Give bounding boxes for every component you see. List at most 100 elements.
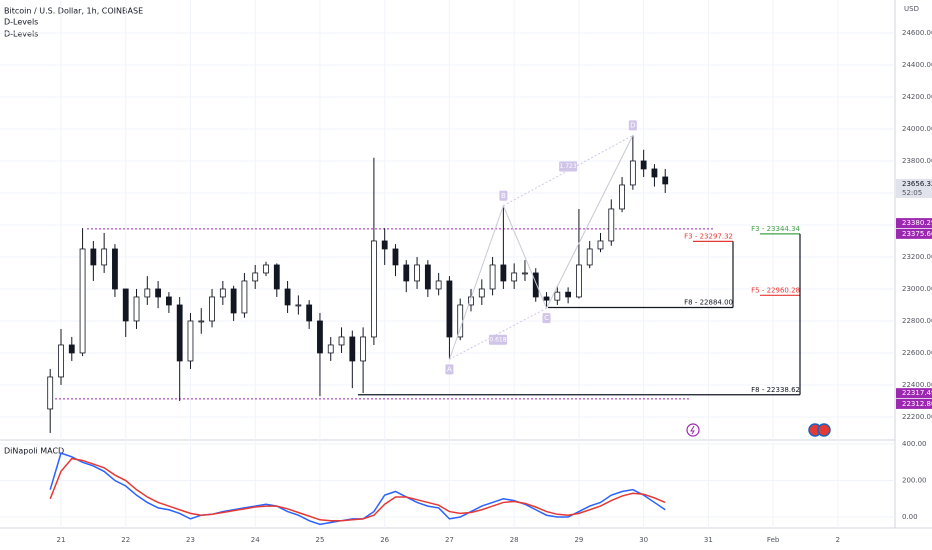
fib-label: F3 - 23297.32 [684,232,733,240]
candle-body [58,344,64,378]
price-label: 22317.49 [902,389,932,397]
candle-body [403,264,410,282]
event-flags[interactable] [808,423,831,437]
candle-body [68,344,75,354]
y-tick-label: 23000.00 [902,285,932,293]
candle-body [133,296,140,322]
candle-body [79,248,86,354]
candle-body [478,288,485,298]
x-tick-label: 31 [704,536,713,544]
flash-icon[interactable] [686,423,700,437]
x-tick-label: 21 [57,536,66,544]
candle-body [90,248,97,266]
price-label-box [896,218,932,229]
x-tick-label: 2 [836,536,840,544]
candle-body [241,280,248,314]
pattern-point-label: D [630,121,635,129]
y-tick-label: 22400.00 [902,381,932,389]
indicator-label: D-Levels [4,18,38,27]
price-label: 23656.32 [902,180,932,188]
candle-body [155,288,162,298]
candle-body [424,264,431,290]
pattern-point-box [542,313,551,324]
x-tick-label: 30 [639,536,648,544]
candle-body [144,288,151,298]
pattern-point-box [628,120,637,131]
candle-body [230,288,237,314]
x-tick-label: 24 [251,536,260,544]
candle-body [273,264,280,290]
candle-body [619,184,625,210]
pattern-point-box [499,190,508,201]
candle-body [370,240,377,338]
candle-body [219,288,226,298]
pattern-point-label: A [447,365,452,373]
x-tick-label: 29 [574,536,583,544]
x-tick-label: Feb [767,536,780,544]
pattern-line [448,135,634,360]
pattern-point-label: B [501,192,506,200]
fib-label: F5 - 22960.28 [751,286,800,294]
candle-body [349,336,356,362]
candle-body [252,272,259,282]
pattern-point-label: C [544,314,549,322]
fib-label: F8 - 22338.62 [751,386,800,394]
candle-body [608,208,615,242]
price-label: 22312.80 [902,400,932,408]
candle-body [360,336,367,362]
macd-tick-label: 200.00 [902,477,927,485]
y-tick-label: 22600.00 [902,349,932,357]
candle-body [662,176,669,185]
x-tick-label: 28 [510,536,519,544]
x-tick-label: 26 [380,536,389,544]
candle-body [435,280,442,290]
y-tick-label: 24400.00 [902,61,932,69]
candle-body [263,264,269,274]
y-tick-label: 22800.00 [902,317,932,325]
macd-title: DiNapoli MACD [4,447,64,456]
candle-body [522,272,528,275]
candle-body [414,264,420,282]
x-tick-label: 22 [121,536,130,544]
candle-body [392,248,399,266]
candle-body [295,304,302,307]
price-label: 23380.29 [902,219,932,227]
countdown: 52:05 [902,189,922,197]
y-tick-label: 23200.00 [902,253,932,261]
pattern-ratio-box [488,334,507,345]
candle-body [532,272,539,298]
candle-body [554,291,561,301]
candle-body [122,288,129,322]
candle-body [209,296,215,322]
pattern-ratio: 0.618 [489,336,506,343]
candle-body [500,264,507,282]
axis-unit: USD [904,5,919,13]
candle-body [327,344,334,354]
y-tick-label: 22200.00 [902,413,932,421]
y-tick-label: 24200.00 [902,93,932,101]
x-tick-label: 25 [315,536,324,544]
candle-body [187,320,194,362]
candle-body [306,304,313,322]
candle-body [489,264,496,290]
candle-body [446,280,453,338]
y-tick-label: 24600.00 [902,29,932,37]
candle-body [101,248,108,266]
price-label: 23375.60 [902,230,932,238]
price-label-box [896,178,932,189]
macd-line [49,457,666,522]
pattern-ratio: 1.723 [560,163,577,170]
chart-title: Bitcoin / U.S. Dollar, 1h, COINBASE [4,7,143,16]
candle-body [597,240,604,250]
candle-body [576,264,582,298]
y-tick-label: 23800.00 [902,157,932,165]
candle-body [176,304,183,362]
candle-body [338,336,345,346]
candle-body [629,160,636,186]
candle-body [651,168,658,178]
candle-body [112,248,118,290]
macd-tick-label: 400.00 [902,440,927,448]
fib-label: F8 - 22884.00 [684,299,733,307]
